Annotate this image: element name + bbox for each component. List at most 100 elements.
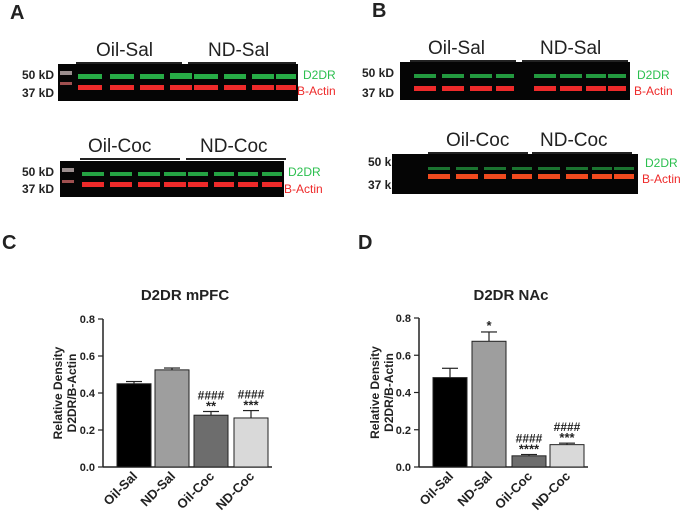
red-band bbox=[252, 85, 274, 90]
blot-a-top-group2-label: ND-Sal bbox=[208, 40, 270, 61]
blot-a-top-control-label: B-Actin bbox=[297, 84, 336, 98]
x-tick-label: ND-Coc bbox=[529, 469, 573, 513]
red-band bbox=[608, 86, 626, 91]
significance-hash: #### bbox=[238, 388, 265, 402]
red-band bbox=[414, 86, 436, 91]
red-band bbox=[484, 174, 506, 179]
blot-a-bottom-control-label: B-Actin bbox=[284, 182, 323, 196]
green-band bbox=[592, 167, 612, 170]
red-band bbox=[276, 85, 296, 90]
y-axis-label-line2: D2DR/B-Actin bbox=[382, 353, 396, 432]
panel-letter-d: D bbox=[358, 232, 373, 254]
red-band bbox=[538, 174, 560, 179]
chart-mpfc: D2DR mPFC Relative Density D2DR/B-Actin 0.0… bbox=[51, 287, 272, 513]
significance-stars: *** bbox=[559, 430, 575, 445]
y-tick-label: 0.0 bbox=[396, 462, 411, 474]
bar-nd-coc bbox=[233, 417, 269, 468]
significance-stars: *** bbox=[243, 398, 259, 413]
significance-stars: * bbox=[486, 318, 492, 333]
blot-a-top-kd-low: 37 kD bbox=[22, 86, 55, 100]
significance-hash: #### bbox=[554, 420, 581, 434]
red-band bbox=[164, 182, 186, 187]
red-band bbox=[496, 86, 514, 91]
green-band bbox=[224, 74, 246, 79]
green-band bbox=[428, 167, 450, 170]
green-band bbox=[78, 74, 102, 79]
y-tick-label: 0.8 bbox=[80, 314, 95, 326]
x-tick-label: Oil-Sal bbox=[416, 469, 456, 509]
ladder-band bbox=[62, 180, 74, 183]
blot-a-bottom-kd-low: 37 kD bbox=[22, 182, 55, 196]
green-band bbox=[534, 74, 556, 78]
blot-a-bottom-group1-label: Oil-Coc bbox=[88, 136, 152, 157]
ladder-band bbox=[60, 82, 72, 85]
y-axis-label-line1: Relative Density bbox=[368, 346, 382, 439]
blot-b-bottom-image bbox=[392, 154, 638, 194]
green-band bbox=[608, 74, 626, 78]
green-band bbox=[164, 172, 186, 176]
significance-hash: #### bbox=[198, 389, 225, 403]
red-band bbox=[140, 85, 164, 90]
panel-letter-c: C bbox=[2, 232, 17, 254]
green-band bbox=[538, 167, 560, 170]
x-tick-label: Oil-Coc bbox=[174, 469, 217, 512]
x-tick-label: ND-Sal bbox=[454, 469, 495, 510]
ladder-band bbox=[60, 71, 72, 75]
blot-b-top-group1-label: Oil-Sal bbox=[428, 38, 486, 59]
panel-letter-a: A bbox=[10, 2, 25, 24]
blot-b-top-kd-low: 37 kD bbox=[362, 86, 395, 100]
x-tick-label: ND-Sal bbox=[137, 469, 178, 510]
green-band bbox=[614, 167, 634, 170]
blot-a-bottom-bands bbox=[62, 168, 282, 187]
green-band bbox=[214, 172, 234, 176]
significance-hash: #### bbox=[516, 432, 543, 446]
green-band bbox=[276, 74, 296, 79]
blot-b-top-bands bbox=[414, 74, 626, 91]
x-tick-label: ND-Coc bbox=[213, 469, 257, 513]
green-band bbox=[188, 172, 208, 176]
green-band bbox=[110, 74, 134, 79]
blot-a-bottom-group2-underline bbox=[186, 158, 286, 160]
green-band bbox=[496, 74, 514, 78]
green-band bbox=[484, 167, 506, 170]
red-band bbox=[82, 182, 104, 187]
blot-b-top-group2-label: ND-Sal bbox=[540, 38, 602, 59]
blot-b-top-image bbox=[400, 62, 630, 100]
blot-b-bottom-group1-underline bbox=[428, 152, 528, 154]
red-band bbox=[194, 85, 218, 90]
bar-oil-sal bbox=[116, 383, 152, 468]
green-band bbox=[170, 73, 192, 79]
blot-b-top-group1-underline bbox=[410, 60, 516, 62]
red-band bbox=[614, 174, 634, 179]
green-band bbox=[414, 74, 436, 78]
blot-a-bottom-target-label: D2DR bbox=[288, 165, 321, 179]
green-band bbox=[252, 74, 274, 79]
blot-b-top-group2-underline bbox=[522, 60, 628, 62]
significance-stars: **** bbox=[519, 442, 540, 457]
blot-a-bottom-kd-high: 50 kD bbox=[22, 165, 55, 179]
chart-title: D2DR mPFC bbox=[141, 287, 230, 304]
red-band bbox=[592, 174, 612, 179]
y-tick-label: 0.0 bbox=[80, 462, 95, 474]
x-tick-label: Oil-Coc bbox=[492, 469, 535, 512]
blot-a-bottom-group2-label: ND-Coc bbox=[200, 136, 268, 157]
red-band bbox=[110, 85, 134, 90]
y-tick-label: 0.8 bbox=[396, 313, 411, 325]
blot-a-top-group1-underline bbox=[76, 62, 182, 64]
red-band bbox=[428, 174, 450, 179]
red-band bbox=[456, 174, 478, 179]
green-band bbox=[560, 74, 582, 78]
bar-nd-coc bbox=[549, 444, 585, 468]
blot-a-top-target-label: D2DR bbox=[303, 68, 336, 82]
green-band bbox=[238, 172, 258, 176]
green-band bbox=[512, 167, 532, 170]
bar-oil-coc bbox=[193, 414, 229, 468]
blot-b-bottom-target-label: D2DR bbox=[645, 156, 678, 170]
red-band bbox=[586, 86, 606, 91]
y-axis-label-line2: D2DR/B-Actin bbox=[65, 354, 79, 433]
red-band bbox=[262, 182, 282, 187]
blot-a-bottom-image bbox=[60, 161, 284, 197]
bar-nd-sal bbox=[154, 369, 190, 468]
red-band bbox=[138, 182, 160, 187]
red-band bbox=[470, 86, 492, 91]
